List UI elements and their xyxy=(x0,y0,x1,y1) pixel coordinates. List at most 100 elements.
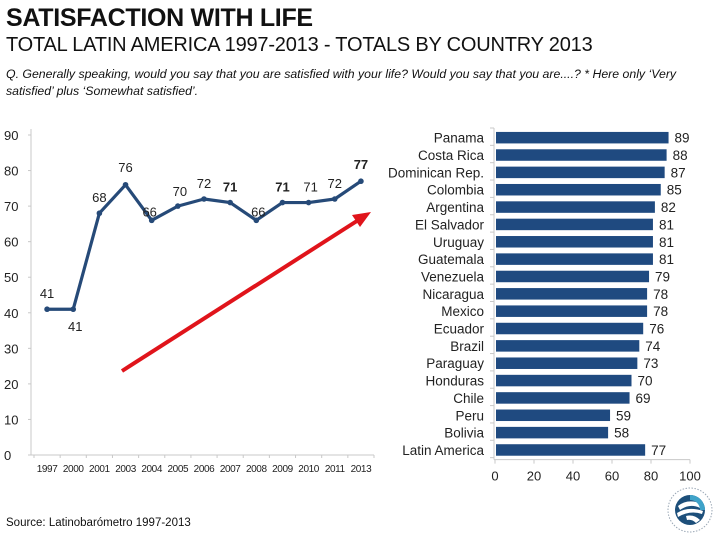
data-label: 77 xyxy=(354,157,368,172)
bar-value-label: 89 xyxy=(675,131,690,146)
y-tick-label: 10 xyxy=(4,412,18,427)
bar xyxy=(496,444,646,456)
y-tick-label: 40 xyxy=(4,306,18,321)
bar-value-label: 78 xyxy=(653,304,668,319)
data-label: 71 xyxy=(223,180,237,195)
x-tick-label: 2004 xyxy=(141,464,162,475)
bar xyxy=(496,236,653,248)
data-point xyxy=(358,178,364,185)
bar xyxy=(496,374,632,387)
x-tick-label: 2005 xyxy=(168,464,189,475)
data-point xyxy=(305,199,312,206)
bar xyxy=(496,218,653,231)
bar xyxy=(496,357,638,369)
bar-x-tick-label: 100 xyxy=(679,469,701,484)
bar xyxy=(496,253,653,265)
x-tick-label: 2013 xyxy=(351,464,372,475)
bar-value-label: 74 xyxy=(645,339,661,354)
bar-category-label: Colombia xyxy=(427,183,485,198)
bar xyxy=(496,183,661,196)
bar xyxy=(496,288,648,300)
x-tick-label: 2000 xyxy=(63,464,84,475)
bar-category-label: Panama xyxy=(434,131,485,146)
latinobarometro-logo-icon xyxy=(667,487,713,533)
data-label: 70 xyxy=(173,184,187,199)
bar-category-label: Dominican Rep. xyxy=(388,165,484,180)
page-title: SATISFACTION WITH LIFE xyxy=(6,4,313,32)
bar-x-tick-label: 20 xyxy=(527,469,541,484)
bar xyxy=(496,305,648,317)
bar-x-tick-label: 60 xyxy=(605,469,619,484)
data-label: 76 xyxy=(118,160,132,175)
y-tick-label: 70 xyxy=(4,199,18,214)
bar-value-label: 87 xyxy=(671,165,686,180)
data-label: 71 xyxy=(303,180,317,195)
data-point xyxy=(148,217,155,224)
bar-value-label: 85 xyxy=(667,183,682,198)
bar-x-tick-label: 0 xyxy=(491,469,498,484)
bar xyxy=(496,409,611,422)
y-tick-label: 80 xyxy=(4,164,18,179)
bar-value-label: 76 xyxy=(649,322,664,337)
data-point xyxy=(70,306,77,313)
trend-arrow-head-icon xyxy=(352,212,371,227)
bar-value-label: 78 xyxy=(653,287,668,302)
bar-category-label: Peru xyxy=(455,408,484,423)
bar-category-label: Chile xyxy=(453,391,484,406)
data-point xyxy=(227,199,233,206)
y-tick-label: 20 xyxy=(4,377,18,392)
bar-value-label: 58 xyxy=(614,426,629,441)
bar xyxy=(496,270,650,283)
bar-category-label: Paraguay xyxy=(426,356,484,371)
bar-chart: 0 20 40 60 80 100 Panama 89 Costa Rica 88 Dominica… xyxy=(388,127,701,484)
source-note: Source: Latinobarómetro 1997-2013 xyxy=(6,517,191,529)
data-label: 72 xyxy=(197,176,211,191)
bar xyxy=(496,149,667,161)
bar-x-tick-label: 80 xyxy=(644,469,658,484)
bar-x-tick-label: 40 xyxy=(566,469,580,484)
data-label: 41 xyxy=(68,319,82,334)
bar-category-label: Mexico xyxy=(441,304,484,319)
data-point xyxy=(44,306,50,313)
data-point xyxy=(175,203,181,209)
y-tick-label: 60 xyxy=(4,235,18,250)
bar-value-label: 81 xyxy=(659,217,674,232)
bar xyxy=(496,392,630,404)
trend-arrow-shaft xyxy=(120,217,362,373)
bar-value-label: 59 xyxy=(616,408,631,423)
x-tick-label: 2007 xyxy=(220,464,241,475)
bar-value-label: 88 xyxy=(673,148,688,163)
y-tick-label: 50 xyxy=(4,270,18,285)
bar xyxy=(496,201,655,213)
bar-category-label: El Salvador xyxy=(415,217,485,232)
bar-value-label: 73 xyxy=(643,356,658,371)
x-tick-label: 2006 xyxy=(194,464,215,475)
data-point xyxy=(201,196,207,202)
data-point xyxy=(96,210,103,217)
bar-category-label: Uruguay xyxy=(433,235,484,250)
x-tick-label: 1997 xyxy=(37,464,58,475)
page-subtitle: TOTAL LATIN AMERICA 1997-2013 - TOTALS B… xyxy=(6,34,593,56)
bar xyxy=(496,340,640,352)
bar-value-label: 81 xyxy=(659,235,674,250)
bar-value-label: 69 xyxy=(636,391,651,406)
bar-category-label: Costa Rica xyxy=(418,148,485,163)
bar-category-label: Guatemala xyxy=(418,252,485,267)
data-point xyxy=(253,217,260,224)
bar-category-label: Latin America xyxy=(402,443,484,458)
bar-value-label: 77 xyxy=(651,443,666,458)
data-point xyxy=(122,181,129,188)
bar-category-label: Honduras xyxy=(425,374,484,389)
data-point xyxy=(279,199,286,206)
y-tick-label: 0 xyxy=(4,448,11,463)
y-tick-label: 30 xyxy=(4,341,18,356)
x-tick-label: 2010 xyxy=(298,464,319,475)
bar-category-label: Argentina xyxy=(426,200,484,215)
x-tick-label: 2009 xyxy=(272,464,293,475)
bar-value-label: 79 xyxy=(655,269,670,284)
line-chart: 0 10 20 30 40 50 60 70 80 90 1997 2000 2001 2003 2004 2… xyxy=(4,128,375,475)
bar-category-label: Nicaragua xyxy=(422,287,484,302)
bar xyxy=(496,131,669,144)
bar xyxy=(496,426,609,439)
